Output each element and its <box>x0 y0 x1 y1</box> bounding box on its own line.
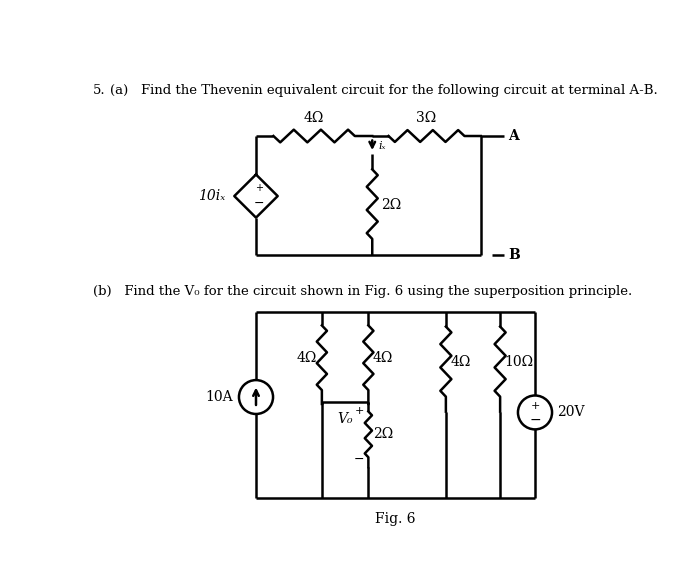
Text: (b)   Find the V₀ for the circuit shown in Fig. 6 using the superposition princi: (b) Find the V₀ for the circuit shown in… <box>93 285 633 298</box>
Text: 5.: 5. <box>93 85 106 98</box>
Text: 3Ω: 3Ω <box>417 111 436 125</box>
Text: 10A: 10A <box>205 390 233 404</box>
Text: 10Ω: 10Ω <box>505 355 534 369</box>
Text: 4Ω: 4Ω <box>451 355 471 369</box>
Text: +: + <box>354 406 364 416</box>
Text: +: + <box>530 401 540 411</box>
Text: 4Ω: 4Ω <box>304 111 324 125</box>
Text: 2Ω: 2Ω <box>373 427 393 442</box>
Text: iₓ: iₓ <box>378 141 386 151</box>
Text: 10iₓ: 10iₓ <box>198 189 225 203</box>
Text: A: A <box>508 129 518 143</box>
Text: V₀: V₀ <box>337 412 353 426</box>
Text: +: + <box>255 183 263 193</box>
Text: Fig. 6: Fig. 6 <box>376 512 416 526</box>
Text: −: − <box>353 453 364 466</box>
Text: 2Ω: 2Ω <box>382 198 402 212</box>
Text: 4Ω: 4Ω <box>373 351 393 365</box>
Text: 20V: 20V <box>557 406 584 419</box>
Text: 4Ω: 4Ω <box>297 351 317 365</box>
Text: −: − <box>254 197 264 211</box>
Text: −: − <box>529 412 541 426</box>
Text: (a)   Find the Thevenin equivalent circuit for the following circuit at terminal: (a) Find the Thevenin equivalent circuit… <box>110 85 658 98</box>
Text: B: B <box>508 248 520 262</box>
